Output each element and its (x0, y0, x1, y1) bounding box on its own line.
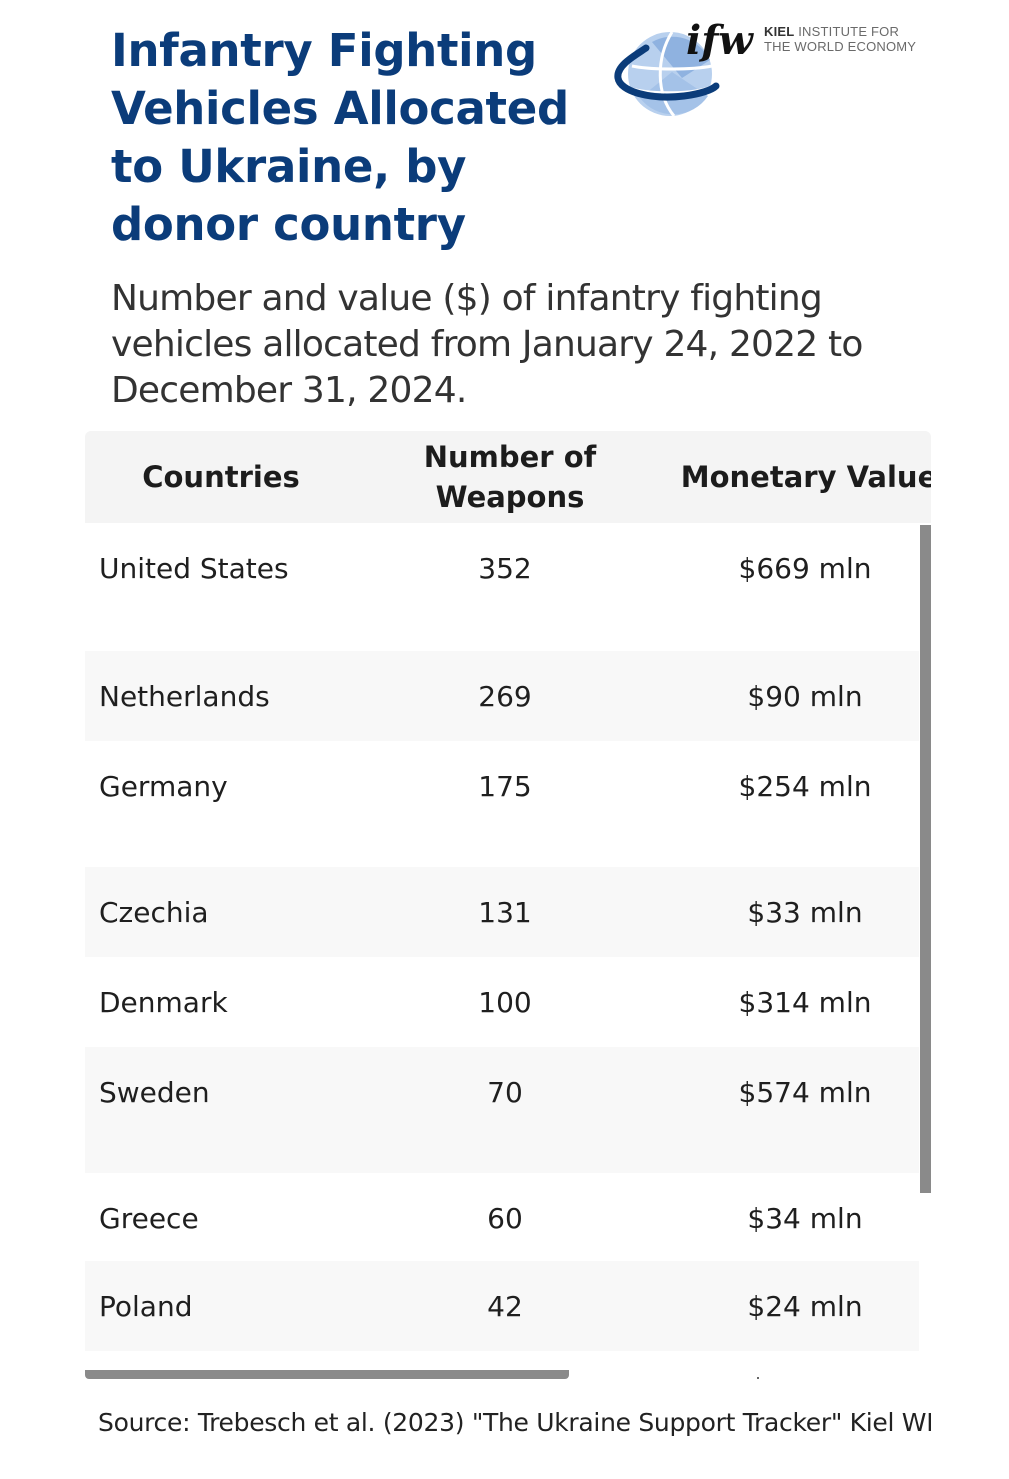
column-header-monetary-value: Monetary Value (680, 460, 931, 494)
subtitle: Number and value ($) of infantry fightin… (111, 278, 863, 411)
value-cell: $574 mln (738, 1075, 872, 1109)
column-header-number-of-weapons: Number of Weapons (423, 440, 597, 514)
globe-icon: ifw (614, 17, 754, 117)
weapons-cell: 352 (478, 551, 532, 585)
value-cell: $24 mln (747, 1289, 863, 1323)
value-cell: $33 mln (747, 895, 863, 929)
source-note: Source: Trebesch et al. (2023) "The Ukra… (98, 1408, 931, 1437)
weapons-cell: 131 (478, 895, 532, 929)
data-table: Countries Number of Weapons Monetary Val… (85, 431, 931, 1381)
value-cell: $669 mln (738, 551, 872, 585)
table-row: Greece 60 $34 mln (85, 1173, 919, 1261)
value-cell: $34 mln (747, 1201, 863, 1235)
country-cell: Germany (99, 769, 228, 803)
weapons-cell: 70 (487, 1075, 523, 1109)
table-row: Poland 42 $24 mln (85, 1261, 919, 1351)
table-row: Germany 175 $254 mln (85, 741, 919, 867)
value-cell: $254 mln (738, 769, 872, 803)
table-row: United States 352 $669 mln (85, 523, 919, 651)
vertical-scrollbar[interactable] (920, 525, 931, 1193)
weapons-cell: 175 (478, 769, 532, 803)
country-cell: Greece (99, 1201, 199, 1235)
weapons-cell: 42 (487, 1289, 523, 1323)
column-header-countries: Countries (142, 460, 300, 494)
table-row: Czechia 131 $33 mln (85, 867, 919, 957)
weapons-cell: 60 (487, 1201, 523, 1235)
weapons-cell: 269 (478, 679, 532, 713)
weapons-cell: 100 (478, 985, 532, 1019)
country-cell: Denmark (99, 985, 228, 1019)
table-row: Netherlands 269 $90 mln (85, 651, 919, 741)
country-cell: Netherlands (99, 679, 270, 713)
scroll-indicator-dot (757, 1377, 759, 1379)
country-cell: Sweden (99, 1075, 210, 1109)
table-row: Denmark 100 $314 mln (85, 957, 919, 1047)
country-cell: Czechia (99, 895, 209, 929)
country-cell: United States (99, 551, 289, 585)
value-cell: $90 mln (747, 679, 863, 713)
kiel-institute-logo: ifw KIEL INSTITUTE FOR THE WORLD ECONOMY (612, 8, 916, 120)
svg-text:ifw: ifw (686, 17, 754, 64)
page-title: Infantry Fighting Vehicles Allocated to … (111, 24, 569, 251)
value-cell: $314 mln (738, 985, 872, 1019)
table-row: Sweden 70 $574 mln (85, 1047, 919, 1173)
horizontal-scrollbar[interactable] (85, 1370, 569, 1379)
country-cell: Poland (99, 1289, 193, 1323)
logo-wordmark: KIEL INSTITUTE FOR THE WORLD ECONOMY (764, 24, 917, 54)
table-header: Countries Number of Weapons Monetary Val… (85, 431, 931, 523)
